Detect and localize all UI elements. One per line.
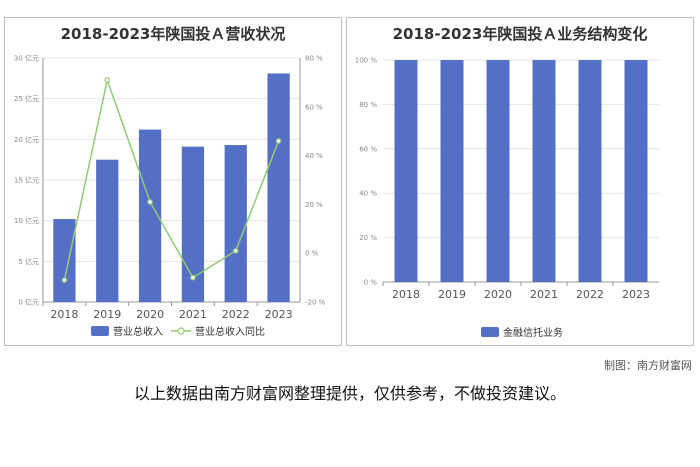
business-share-bar <box>440 60 464 282</box>
x-tick-label: 2021 <box>530 288 558 301</box>
chart-title: 2018-2023年陕国投Ａ业务结构变化 <box>393 25 648 43</box>
business-structure-chart: 2018-2023年陕国投Ａ业务结构变化 0 % 20 % 40 % 60 % 80 % 1… <box>355 25 659 339</box>
y-tick-label: 100 % <box>355 57 378 65</box>
y-tick-label: 60 % <box>359 145 377 153</box>
legend-label-revenue: 营业总收入 <box>113 325 163 338</box>
revenue-bar <box>224 145 247 302</box>
yoy-growth-point <box>275 138 282 144</box>
revenue-bar <box>138 129 162 302</box>
y-left-tick-label: 0 亿元 <box>18 298 39 307</box>
business-structure-chart-panel: 2018-2023年陕国投Ａ业务结构变化 0 % 20 % 40 % 60 % 80 % 1… <box>346 17 694 346</box>
y-left-tick-label: 20 亿元 <box>14 135 39 144</box>
revenue-bar <box>53 219 76 302</box>
yoy-growth-point <box>61 277 68 283</box>
x-tick-label: 2018 <box>392 288 420 301</box>
chart-title: 2018-2023年陕国投Ａ营收状况 <box>61 25 286 43</box>
legend-label-yoy: 营业总收入同比 <box>195 325 265 338</box>
revenue-bar <box>96 159 119 302</box>
business-share-bar <box>532 60 556 282</box>
yoy-growth-point <box>190 274 196 281</box>
yoy-growth-point <box>232 247 239 254</box>
x-tick-label: 2023 <box>265 308 293 321</box>
legend-marker-yoy <box>177 327 185 335</box>
y-left-tick-label: 25 亿元 <box>14 94 39 103</box>
y-right-tick-label: 60 % <box>305 103 323 111</box>
y-right-tick-label: -20 % <box>305 299 326 307</box>
business-share-bar <box>624 60 648 282</box>
revenue-bar <box>181 146 205 302</box>
x-tick-label: 2019 <box>93 308 121 321</box>
yoy-growth-point <box>104 77 111 83</box>
y-tick-label: 80 % <box>359 101 377 109</box>
y-tick-label: 40 % <box>359 190 377 198</box>
yoy-growth-line <box>63 77 280 281</box>
yoy-growth-point <box>147 199 153 205</box>
y-right-tick-label: 80 % <box>305 55 323 63</box>
y-right-tick-label: 0 % <box>305 250 319 258</box>
y-right-tick-label: 20 % <box>305 201 323 209</box>
x-tick-label: 2022 <box>576 288 604 301</box>
x-tick-label: 2018 <box>50 308 78 321</box>
legend-label-trust-business: 金融信托业务 <box>503 326 563 339</box>
business-share-bar <box>394 60 418 282</box>
x-tick-label: 2020 <box>136 308 164 321</box>
x-tick-label: 2023 <box>622 288 650 301</box>
legend-swatch-revenue <box>91 326 109 336</box>
x-tick-label: 2022 <box>222 308 250 321</box>
y-right-tick-label: 40 % <box>305 152 323 160</box>
y-left-tick-label: 10 亿元 <box>14 216 39 225</box>
y-left-tick-label: 30 亿元 <box>14 54 39 63</box>
revenue-chart-panel: 2018-2023年陕国投Ａ营收状况 0 亿元 5 亿元 10 亿元 15 亿元 20 亿… <box>4 17 342 346</box>
y-tick-label: 20 % <box>359 234 377 242</box>
business-share-bar <box>578 60 602 282</box>
y-left-tick-label: 5 亿元 <box>18 257 39 266</box>
chart-credit: 制图：南方财富网 <box>604 359 692 372</box>
x-tick-label: 2019 <box>438 288 466 301</box>
revenue-chart: 2018-2023年陕国投Ａ营收状况 0 亿元 5 亿元 10 亿元 15 亿元 20 亿… <box>14 25 326 338</box>
x-tick-label: 2020 <box>484 288 512 301</box>
legend-swatch-trust-business <box>481 327 499 337</box>
x-tick-label: 2021 <box>179 308 207 321</box>
disclaimer-text: 以上数据由南方财富网整理提供，仅供参考，不做投资建议。 <box>133 384 566 403</box>
y-tick-label: 0 % <box>364 279 378 287</box>
y-left-tick-label: 15 亿元 <box>14 176 39 185</box>
business-share-bar <box>486 60 510 282</box>
revenue-bar <box>267 73 290 302</box>
